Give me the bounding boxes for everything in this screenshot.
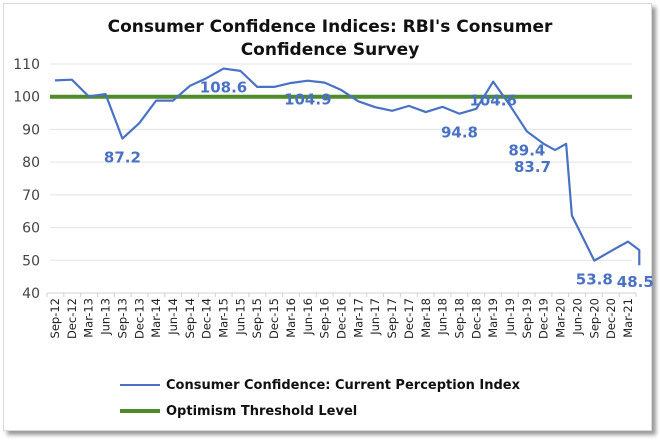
- y-tick-label: 70: [22, 188, 40, 204]
- y-tick-label: 110: [13, 57, 40, 73]
- x-tick-label: Dec-17: [402, 298, 416, 339]
- x-tick-label: Sep-19: [520, 298, 534, 338]
- chart-title-line-2: Confidence Survey: [240, 40, 420, 60]
- legend-item-cpi: Consumer Confidence: Current Perception …: [120, 372, 520, 398]
- x-tick-label: Jun-20: [570, 298, 584, 336]
- x-tick-label: Jun-18: [436, 298, 450, 336]
- x-tick-label: Jun-19: [503, 298, 517, 336]
- x-tick-label: Dec-13: [132, 298, 146, 339]
- x-tick-label: Sep-17: [385, 298, 399, 338]
- chart-title-line-1: Consumer Confidence Indices: RBI's Consu…: [107, 17, 553, 37]
- x-tick-label: Sep-13: [115, 298, 129, 338]
- x-tick-label: Jun-14: [166, 298, 180, 336]
- x-tick-label: Sep-14: [183, 298, 197, 338]
- data-labels: 87.2 108.6 104.9 94.8 104.6 89.483.7 53.8 48.5: [104, 79, 654, 292]
- x-tick-label: Mar-14: [149, 298, 163, 338]
- x-tick-label: Dec-14: [200, 298, 214, 339]
- data-label: 94.8: [441, 124, 478, 142]
- chart-title: Consumer Confidence Indices: RBI's Consu…: [0, 16, 660, 62]
- x-tick-label: Mar-17: [351, 298, 365, 338]
- data-label: 104.9: [284, 91, 331, 109]
- x-tick-label: Dec-15: [267, 298, 281, 339]
- x-tick-label: Mar-21: [621, 298, 635, 338]
- x-tick-label: Jun-13: [99, 298, 113, 336]
- legend-label-threshold: Optimism Threshold Level: [166, 403, 358, 419]
- y-tick-label: 100: [13, 90, 40, 106]
- x-axis-ticks: Sep-12 Dec-12 Mar-13 Jun-13 Sep-13 Dec-13 Mar-…: [48, 298, 635, 339]
- legend-swatch-threshold: [120, 409, 160, 413]
- x-tick-label: Mar-13: [82, 298, 96, 338]
- x-axis: [46, 292, 637, 297]
- data-label: 83.7: [514, 158, 551, 176]
- data-label: 108.6: [200, 79, 247, 97]
- x-tick-label: Dec-12: [65, 298, 79, 339]
- x-tick-label: Jun-17: [368, 298, 382, 336]
- y-tick-label: 90: [22, 122, 40, 138]
- x-tick-label: Mar-15: [217, 298, 231, 338]
- x-tick-label: Dec-18: [469, 298, 483, 339]
- legend-swatch-cpi: [120, 384, 160, 386]
- data-label: 48.5: [617, 273, 654, 291]
- x-tick-label: Jun-15: [233, 298, 247, 336]
- legend-label-cpi: Consumer Confidence: Current Perception …: [166, 377, 521, 393]
- y-tick-label: 50: [22, 253, 40, 269]
- x-tick-label: Sep-16: [318, 298, 332, 338]
- x-tick-label: Dec-20: [604, 298, 618, 339]
- x-tick-label: Jun-16: [301, 298, 315, 336]
- data-label: 89.4: [508, 141, 545, 159]
- y-tick-label: 40: [22, 286, 40, 302]
- chart-frame: [3, 3, 652, 431]
- x-tick-label: Mar-20: [554, 298, 568, 338]
- x-tick-label: Sep-18: [452, 298, 466, 338]
- data-label: 87.2: [104, 149, 141, 167]
- x-tick-label: Sep-15: [250, 298, 264, 338]
- legend: Consumer Confidence: Current Perception …: [120, 372, 520, 424]
- legend-item-threshold: Optimism Threshold Level: [120, 398, 520, 424]
- x-tick-label: Sep-20: [587, 298, 601, 338]
- data-label: 53.8: [576, 271, 613, 289]
- current-perception-index-line: [54, 67, 641, 266]
- x-tick-label: Dec-19: [537, 298, 551, 339]
- y-tick-label: 80: [22, 155, 40, 171]
- x-tick-label: Mar-18: [419, 298, 433, 338]
- x-tick-label: Dec-16: [335, 298, 349, 339]
- x-tick-label: Sep-12: [48, 298, 62, 338]
- y-tick-label: 60: [22, 221, 40, 237]
- x-tick-label: Mar-19: [486, 298, 500, 338]
- y-axis-ticks: 40 50 60 70 80 90 100 110: [13, 57, 40, 302]
- x-tick-label: Mar-16: [284, 298, 298, 338]
- data-label: 104.6: [469, 92, 516, 110]
